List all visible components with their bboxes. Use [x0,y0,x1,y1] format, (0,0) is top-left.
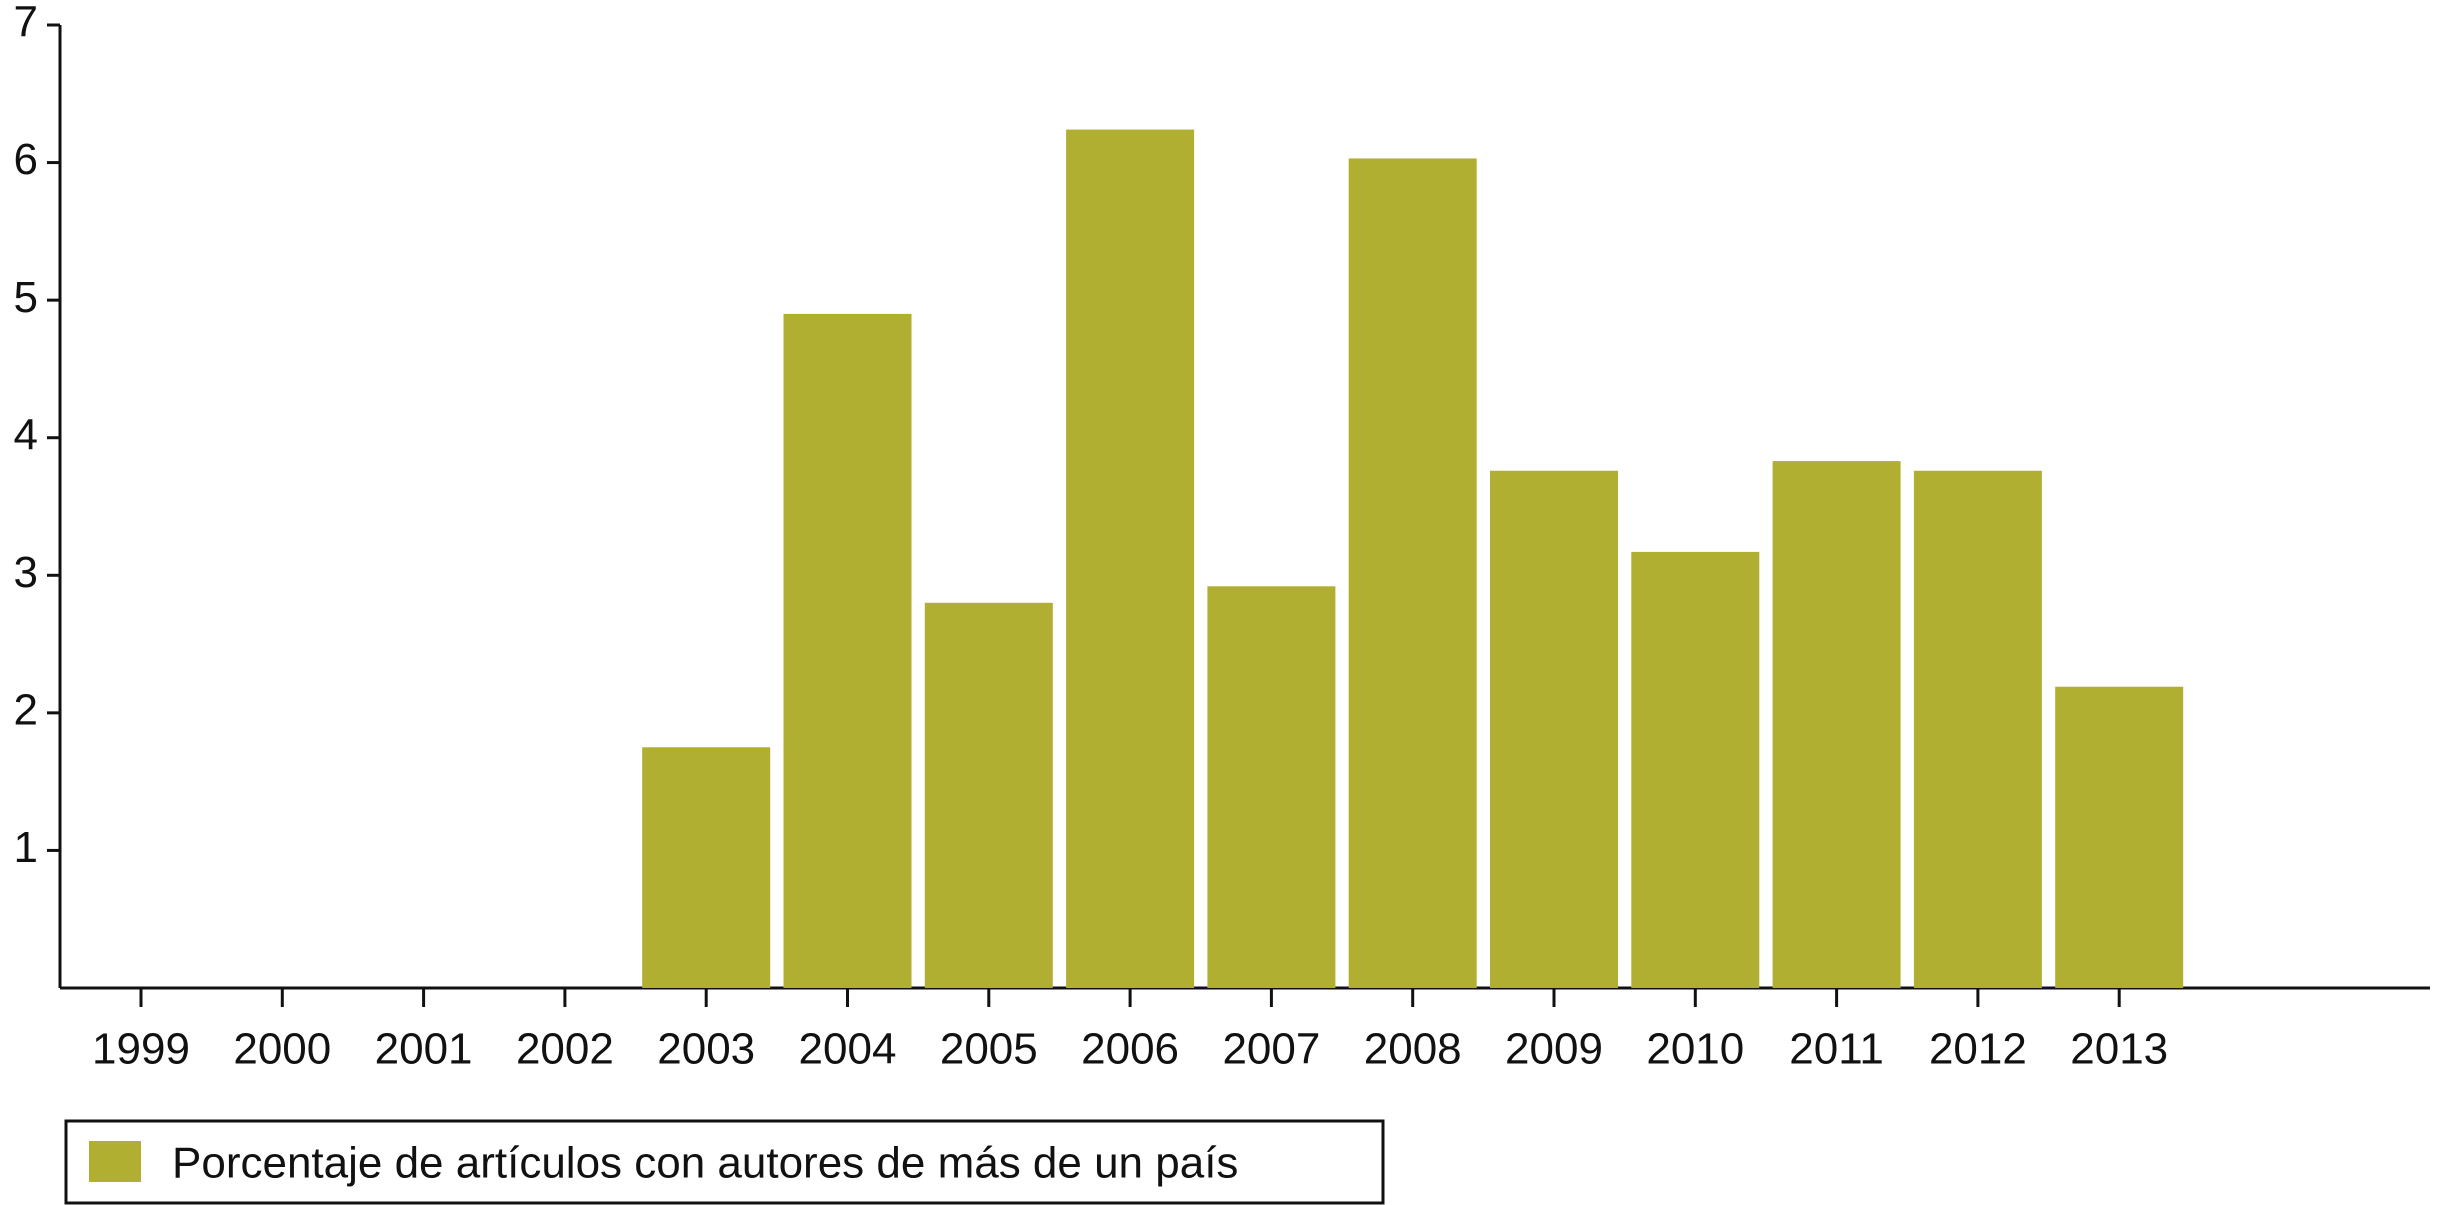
y-tick-label: 3 [14,548,38,597]
x-tick-label: 2003 [657,1025,755,1074]
legend-box [64,1119,1385,1205]
x-tick-label: 2005 [940,1025,1038,1074]
x-tick-label: 2009 [1505,1025,1603,1074]
y-tick-label: 1 [14,823,38,872]
x-tick-label: 2008 [1364,1025,1462,1074]
y-tick-label: 5 [14,273,38,322]
bar [642,747,771,988]
x-tick-label: 1999 [92,1025,190,1074]
x-tick-label: 2012 [1929,1025,2027,1074]
x-tick-label: 2006 [1081,1025,1179,1074]
x-tick-label: 2002 [516,1025,614,1074]
x-tick-label: 2004 [799,1025,897,1074]
x-tick-label: 2011 [1789,1025,1884,1074]
x-tick-label: 2010 [1646,1025,1744,1074]
bar [2055,686,2184,988]
x-tick-label: 2001 [375,1025,473,1074]
x-tick-label: 2013 [2070,1025,2168,1074]
bar [1066,129,1195,988]
bar [1207,586,1336,988]
y-tick-label: 2 [14,685,38,734]
bar [1631,551,1760,988]
x-tick-label: 2007 [1222,1025,1320,1074]
bar [1490,470,1618,988]
bar [924,602,1053,988]
y-tick-label: 7 [14,0,38,47]
x-tick-label: 2000 [233,1025,331,1074]
y-tick-label: 4 [14,410,38,459]
bar [1348,158,1477,989]
bar [1772,461,1901,988]
legend-swatch [89,1141,141,1182]
y-tick-label: 6 [14,135,38,184]
bar [1913,470,2042,988]
bar [783,313,912,988]
legend-label: Porcentaje de artículos con autores de m… [172,1139,1238,1188]
